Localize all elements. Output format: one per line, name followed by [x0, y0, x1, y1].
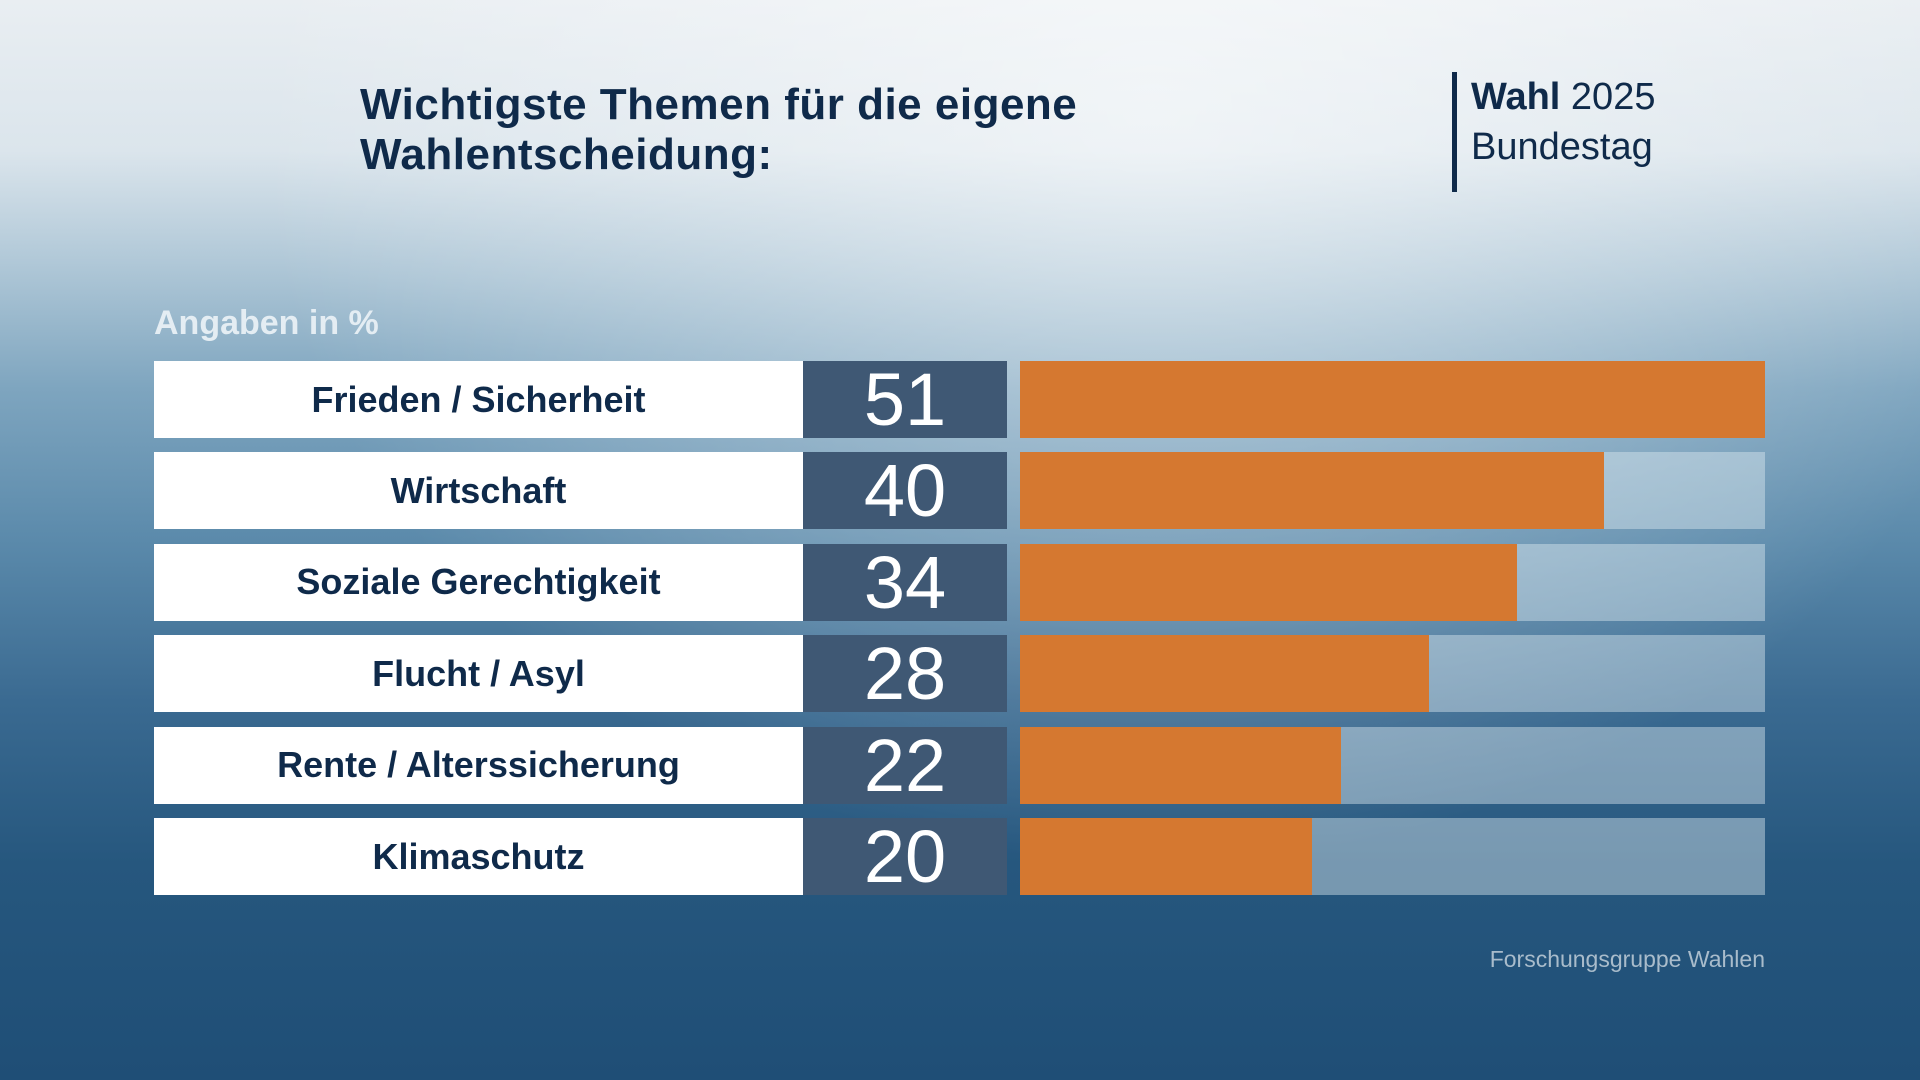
bar-row: Klimaschutz 20 [154, 815, 1765, 898]
bar-track [1020, 726, 1765, 804]
title-line-2: Wahlentscheidung: [360, 130, 773, 179]
value-label: 51 [803, 358, 1007, 441]
bar [1020, 726, 1342, 804]
bar-track [1020, 635, 1765, 713]
brand-bold: Wahl [1471, 76, 1561, 118]
category-label: Frieden / Sicherheit [154, 361, 803, 438]
bar [1020, 818, 1313, 895]
bar [1020, 452, 1605, 530]
bar-track [1020, 361, 1765, 438]
bar [1020, 635, 1430, 713]
brand-logo: Wahl 2025 Bundestag [1452, 72, 1655, 192]
category-label: Wirtschaft [154, 452, 803, 530]
bar-track [1020, 452, 1765, 530]
value-label: 22 [803, 724, 1007, 807]
category-label: Klimaschutz [154, 818, 803, 895]
bar-row: Rente / Alterssicherung 22 [154, 724, 1765, 807]
category-label: Flucht / Asyl [154, 635, 803, 713]
category-label: Rente / Alterssicherung [154, 726, 803, 804]
value-label: 34 [803, 541, 1007, 624]
bar-row: Flucht / Asyl 28 [154, 632, 1765, 715]
bar-track [1020, 818, 1765, 895]
bar [1020, 361, 1765, 438]
unit-label: Angaben in % [154, 304, 379, 342]
brand-year: 2025 [1570, 76, 1656, 118]
value-label: 40 [803, 449, 1007, 532]
bar [1020, 543, 1517, 621]
bar-row: Frieden / Sicherheit 51 [154, 358, 1765, 441]
title-line-1: Wichtigste Themen für die eigene [360, 80, 1078, 129]
value-label: 28 [803, 632, 1007, 715]
chart-title: Wichtigste Themen für die eigene Wahlent… [360, 80, 1077, 180]
value-label: 20 [803, 815, 1007, 898]
category-label: Soziale Gerechtigkeit [154, 543, 803, 621]
bar-track [1020, 543, 1765, 621]
brand-sub: Bundestag [1471, 126, 1653, 168]
bar-row: Soziale Gerechtigkeit 34 [154, 541, 1765, 624]
source-label: Forschungsgruppe Wahlen [1489, 946, 1765, 972]
bar-row: Wirtschaft 40 [154, 449, 1765, 532]
